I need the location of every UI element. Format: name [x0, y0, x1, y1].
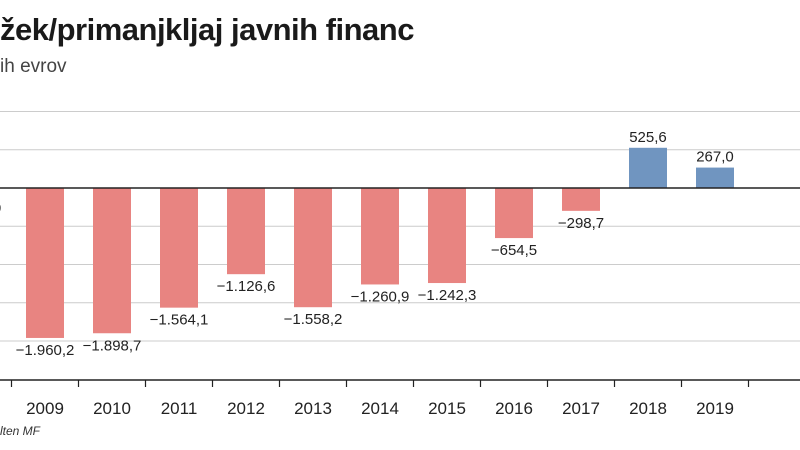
bar-2018: [629, 147, 667, 188]
x-tick-label: 2014: [361, 399, 399, 418]
source-note: lten MF: [0, 424, 41, 438]
bars: [26, 147, 734, 338]
value-label: −102,0: [0, 200, 1, 217]
value-label: −1.898,7: [83, 337, 142, 354]
x-tick-label: 2010: [93, 399, 131, 418]
bar-2017: [562, 188, 600, 211]
bar-2014: [361, 188, 399, 285]
value-label: −1.242,3: [418, 287, 477, 304]
bar-2013: [294, 188, 332, 308]
value-label: −1.126,6: [217, 278, 276, 295]
x-tick-label: 2013: [294, 399, 332, 418]
x-tick-label: 2016: [495, 399, 533, 418]
bar-2009: [26, 188, 64, 338]
x-tick-label: 2017: [562, 399, 600, 418]
bar-2010: [93, 188, 131, 334]
bar-2019: [696, 167, 734, 188]
value-labels: −102,0 −1.960,2 −1.898,7 −1.564,1 −1.126,6 −1…: [0, 129, 734, 359]
value-label: −298,7: [558, 215, 604, 232]
value-label: −654,5: [491, 242, 537, 259]
chart-title: žek/primanjkljaj javnih financ: [0, 12, 414, 47]
bar-2016: [495, 188, 533, 239]
x-tick-label: 2012: [227, 399, 265, 418]
value-label: −1.260,9: [351, 288, 410, 305]
value-label: −1.960,2: [16, 342, 75, 359]
x-tick-label: 2015: [428, 399, 466, 418]
x-axis: 2008200920102011201220132014201520162017…: [0, 379, 800, 418]
value-label: −1.564,1: [150, 312, 209, 329]
value-label: 525,6: [629, 129, 667, 146]
bar-2012: [227, 188, 265, 275]
x-tick-label: 2011: [161, 399, 198, 418]
bar-2015: [428, 188, 466, 284]
value-label: −1.558,2: [284, 311, 343, 328]
x-tick-label: 2018: [629, 399, 667, 418]
x-tick-label: 2009: [26, 399, 64, 418]
x-tick-label: 2019: [696, 399, 734, 418]
bar-2011: [160, 188, 198, 308]
value-label: 267,0: [696, 149, 734, 166]
chart-subtitle: ih evrov: [0, 56, 67, 77]
